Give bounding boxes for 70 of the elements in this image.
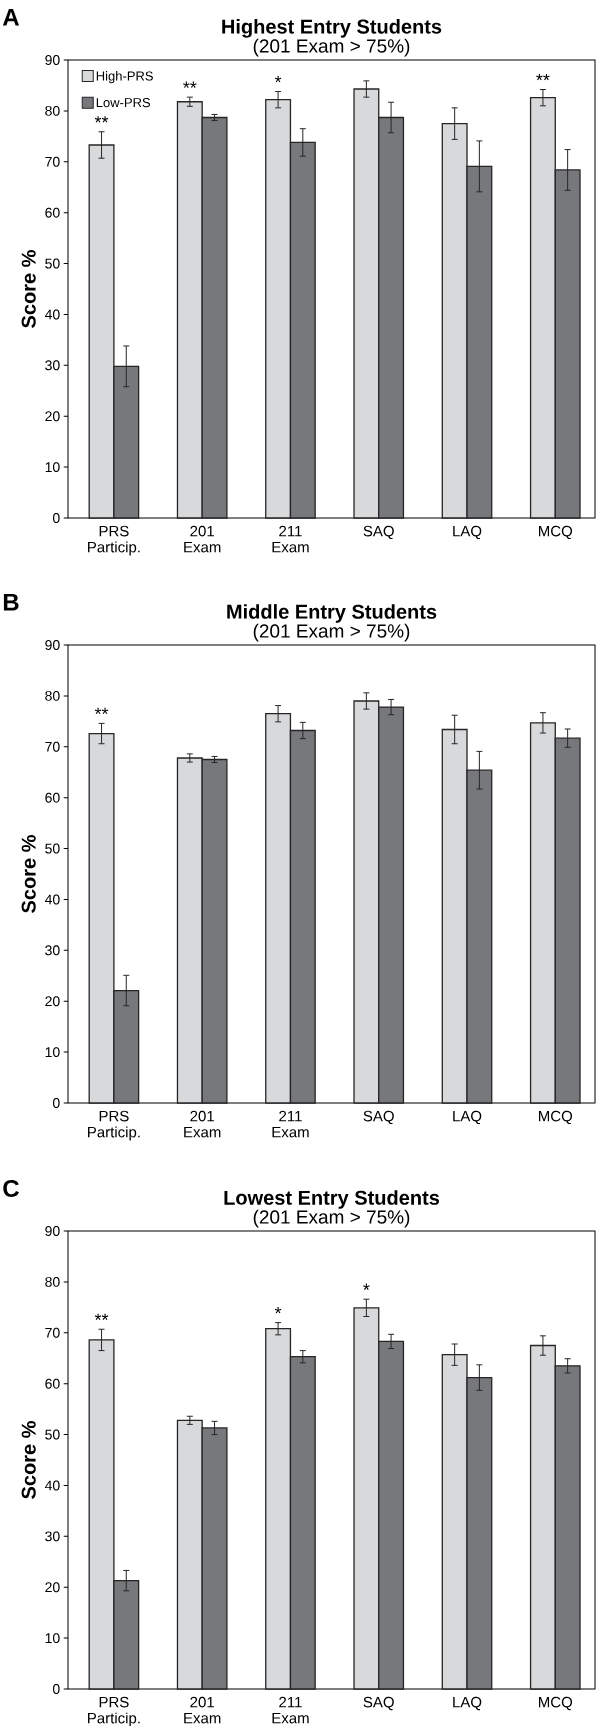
y-tick-label: 70 bbox=[45, 741, 60, 752]
annotation: * bbox=[363, 1283, 370, 1290]
x-tick-label: LAQ bbox=[453, 1110, 482, 1125]
legend-label: Low-PRS bbox=[96, 97, 151, 108]
y-tick-label: 70 bbox=[45, 1327, 60, 1338]
y-tick-label: 40 bbox=[44, 894, 60, 905]
y-tick-label: 20 bbox=[45, 411, 60, 422]
y-tick-label: 50 bbox=[45, 843, 60, 854]
y-axis-title: Score % bbox=[21, 835, 36, 913]
x-tick-label: 211 Exam bbox=[272, 525, 309, 553]
y-tick-label: 10 bbox=[45, 1047, 60, 1058]
chart-subtitle: (201 Exam > 75%) bbox=[253, 623, 410, 642]
annotation: ** bbox=[94, 116, 109, 123]
x-tick-label: LAQ bbox=[453, 1696, 482, 1711]
y-tick-label: 40 bbox=[44, 309, 60, 320]
y-tick-label: 30 bbox=[45, 360, 60, 371]
chart-subtitle: (201 Exam > 75%) bbox=[253, 1209, 410, 1228]
x-tick-label: SAQ bbox=[363, 525, 394, 540]
x-tick-label: 201 Exam bbox=[184, 1696, 221, 1724]
x-tick-label: LAQ bbox=[453, 525, 482, 540]
y-tick-label: 80 bbox=[45, 105, 60, 116]
x-tick-label: PRS Particip. bbox=[88, 525, 140, 556]
x-tick-label: 201 Exam bbox=[184, 525, 221, 553]
x-tick-label: MCQ bbox=[539, 1110, 573, 1125]
x-tick-label: SAQ bbox=[363, 1110, 394, 1125]
y-tick-label: 0 bbox=[52, 1098, 60, 1108]
y-tick-label: 20 bbox=[45, 1582, 60, 1593]
y-tick-label: 0 bbox=[52, 513, 60, 523]
y-tick-label: 50 bbox=[45, 1429, 60, 1440]
x-tick-label: PRS Particip. bbox=[88, 1696, 140, 1726]
y-tick-label: 60 bbox=[45, 1378, 60, 1389]
x-tick-label: MCQ bbox=[539, 525, 573, 540]
chart-title: Lowest Entry Students bbox=[224, 1190, 440, 1209]
y-tick-label: 90 bbox=[45, 1226, 60, 1236]
text: B bbox=[3, 593, 19, 611]
annotation: ** bbox=[183, 81, 197, 88]
x-tick-label: PRS Particip. bbox=[88, 1110, 140, 1141]
y-tick-label: 60 bbox=[45, 792, 60, 803]
y-tick-label: 80 bbox=[45, 690, 60, 701]
annotation: ** bbox=[536, 73, 550, 81]
chart-title: Middle Entry Students bbox=[227, 604, 437, 623]
y-tick-label: 30 bbox=[45, 945, 60, 956]
annotation: ** bbox=[94, 1313, 109, 1320]
y-tick-label: 90 bbox=[45, 55, 60, 65]
chart-title: Highest Entry Students bbox=[222, 19, 442, 38]
annotation: * bbox=[274, 75, 282, 83]
y-tick-label: 70 bbox=[45, 156, 60, 167]
text: C bbox=[3, 1179, 19, 1197]
y-tick-label: 40 bbox=[44, 1480, 60, 1491]
x-tick-label: 201 Exam bbox=[184, 1110, 221, 1138]
y-tick-label: 30 bbox=[45, 1531, 60, 1542]
y-tick-label: 60 bbox=[45, 207, 60, 218]
x-tick-label: 211 Exam bbox=[272, 1110, 309, 1138]
y-tick-label: 10 bbox=[45, 1633, 60, 1644]
y-axis-title: Score % bbox=[21, 1421, 36, 1499]
y-tick-label: 80 bbox=[45, 1276, 60, 1287]
legend-label: High-PRS bbox=[96, 71, 153, 84]
chart-subtitle: (201 Exam > 75%) bbox=[253, 38, 410, 57]
y-axis-title: Score % bbox=[21, 250, 36, 328]
annotation: * bbox=[274, 1307, 282, 1314]
y-tick-label: 50 bbox=[45, 258, 60, 269]
text: A bbox=[2, 8, 20, 26]
x-tick-label: 211 Exam bbox=[272, 1696, 309, 1724]
y-tick-label: 20 bbox=[45, 996, 60, 1007]
y-tick-label: 10 bbox=[45, 462, 60, 473]
annotation: ** bbox=[94, 707, 109, 715]
y-tick-label: 0 bbox=[52, 1684, 60, 1694]
x-tick-label: SAQ bbox=[363, 1696, 394, 1711]
x-tick-label: MCQ bbox=[539, 1696, 573, 1711]
y-tick-label: 90 bbox=[45, 640, 60, 650]
